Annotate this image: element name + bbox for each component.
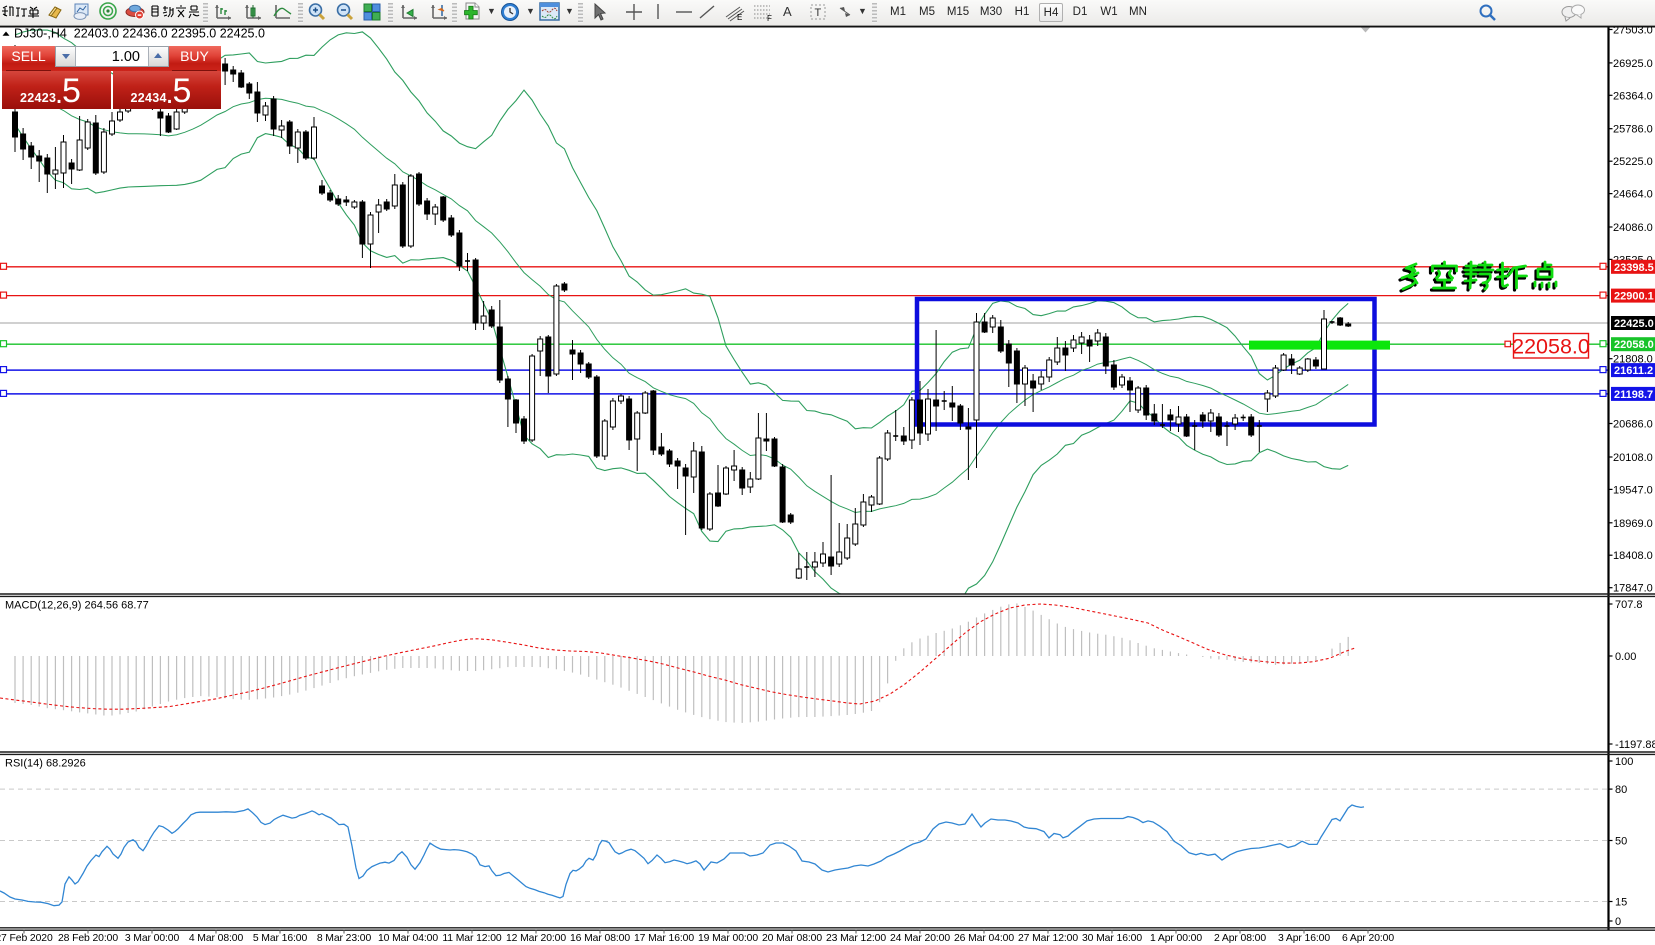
svg-text:24 Mar 20:00: 24 Mar 20:00 <box>890 933 950 944</box>
svg-text:17847.0: 17847.0 <box>1613 583 1653 595</box>
svg-text:4 Mar 08:00: 4 Mar 08:00 <box>189 933 244 944</box>
svg-text:17 Mar 16:00: 17 Mar 16:00 <box>634 933 694 944</box>
svg-text:26 Mar 04:00: 26 Mar 04:00 <box>954 933 1014 944</box>
svg-text:18969.0: 18969.0 <box>1613 518 1653 530</box>
svg-text:707.8: 707.8 <box>1615 599 1643 611</box>
svg-text:18408.0: 18408.0 <box>1613 550 1653 562</box>
svg-text:25225.0: 25225.0 <box>1613 156 1653 168</box>
svg-text:0: 0 <box>1615 916 1621 928</box>
svg-text:20686.0: 20686.0 <box>1613 419 1653 431</box>
svg-text:12 Mar 20:00: 12 Mar 20:00 <box>506 933 566 944</box>
svg-text:26364.0: 26364.0 <box>1613 90 1653 102</box>
svg-text:21198.7: 21198.7 <box>1614 389 1653 401</box>
svg-text:22058.0: 22058.0 <box>1512 335 1590 359</box>
svg-text:-1197.88: -1197.88 <box>1615 739 1655 751</box>
svg-text:19547.0: 19547.0 <box>1613 484 1653 496</box>
svg-text:80: 80 <box>1615 784 1627 796</box>
svg-text:1 Apr 00:00: 1 Apr 00:00 <box>1150 933 1202 944</box>
svg-text:DJ30-,H4 22403.0 22436.0 2239: DJ30-,H4 22403.0 22436.0 22395.0 22425.0 <box>14 27 265 41</box>
svg-text:50: 50 <box>1615 836 1627 848</box>
svg-text:27 Mar 12:00: 27 Mar 12:00 <box>1018 933 1078 944</box>
svg-text:15: 15 <box>1615 897 1627 909</box>
svg-text:0.00: 0.00 <box>1615 651 1636 663</box>
svg-text:11 Mar 12:00: 11 Mar 12:00 <box>442 933 502 944</box>
svg-text:T: T <box>815 7 822 19</box>
svg-text:20 Mar 08:00: 20 Mar 08:00 <box>762 933 822 944</box>
svg-text:19 Mar 00:00: 19 Mar 00:00 <box>698 933 758 944</box>
svg-text:23398.5: 23398.5 <box>1614 262 1654 274</box>
svg-text:3 Apr 16:00: 3 Apr 16:00 <box>1278 933 1330 944</box>
svg-text:22058.0: 22058.0 <box>1614 339 1654 351</box>
svg-text:16 Mar 08:00: 16 Mar 08:00 <box>570 933 630 944</box>
svg-text:21808.0: 21808.0 <box>1613 354 1653 366</box>
svg-text:22900.1: 22900.1 <box>1614 291 1654 303</box>
svg-text:F: F <box>767 14 772 22</box>
svg-text:25786.0: 25786.0 <box>1613 124 1653 136</box>
svg-text:26925.0: 26925.0 <box>1613 58 1653 70</box>
svg-text:E: E <box>737 13 742 22</box>
svg-text:23 Mar 12:00: 23 Mar 12:00 <box>826 933 886 944</box>
svg-text:21611.2: 21611.2 <box>1614 365 1653 377</box>
svg-text:100: 100 <box>1615 756 1633 768</box>
svg-text:3 Mar 00:00: 3 Mar 00:00 <box>125 933 180 944</box>
svg-text:30 Mar 16:00: 30 Mar 16:00 <box>1082 933 1142 944</box>
svg-text:2 Apr 08:00: 2 Apr 08:00 <box>1214 933 1266 944</box>
svg-text:27 Feb 2020: 27 Feb 2020 <box>0 933 53 944</box>
svg-text:6 Apr 20:00: 6 Apr 20:00 <box>1342 933 1394 944</box>
svg-text:5 Mar 16:00: 5 Mar 16:00 <box>253 933 308 944</box>
svg-text:8 Mar 23:00: 8 Mar 23:00 <box>317 933 372 944</box>
svg-text:10 Mar 04:00: 10 Mar 04:00 <box>378 933 438 944</box>
svg-text:20108.0: 20108.0 <box>1613 452 1653 464</box>
svg-text:22425.0: 22425.0 <box>1614 318 1654 330</box>
svg-text:28 Feb 20:00: 28 Feb 20:00 <box>58 933 118 944</box>
svg-text:24086.0: 24086.0 <box>1613 222 1653 234</box>
svg-text:MACD(12,26,9) 264.56 68.77: MACD(12,26,9) 264.56 68.77 <box>5 600 149 612</box>
svg-text:24664.0: 24664.0 <box>1613 189 1653 201</box>
svg-text:RSI(14) 68.2926: RSI(14) 68.2926 <box>5 758 86 770</box>
